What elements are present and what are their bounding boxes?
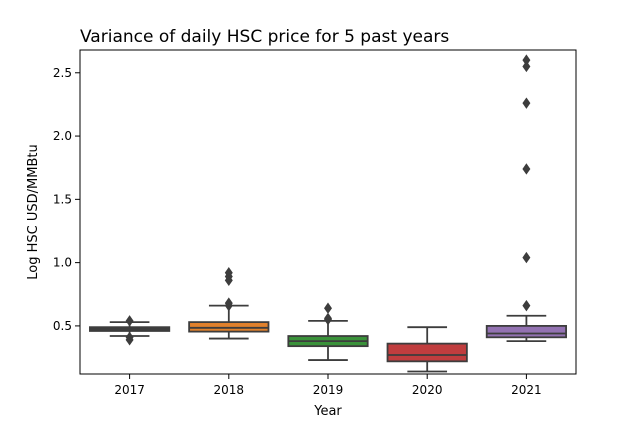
box-2017 — [89, 315, 171, 346]
y-tick-label: 1.5 — [53, 192, 72, 206]
outlier-point — [324, 302, 332, 314]
y-axis: 0.5 1.0 1.5 2.0 2.5 — [53, 66, 80, 333]
outlier-point — [224, 267, 233, 279]
x-tick-label: 2019 — [313, 383, 344, 397]
outlier-point — [522, 54, 531, 66]
x-tick-label: 2020 — [412, 383, 443, 397]
outlier-point — [522, 299, 531, 312]
outlier-point — [522, 163, 531, 175]
box-body — [188, 321, 270, 333]
x-tick-label: 2021 — [511, 383, 542, 397]
box-2021 — [485, 54, 567, 342]
outlier-point — [125, 315, 134, 327]
y-axis-label: Log HSC USD/MMBtu — [26, 144, 41, 279]
x-axis-label: Year — [313, 404, 342, 419]
outlier-point — [522, 60, 531, 73]
box-2018 — [188, 267, 270, 340]
outlier-point — [125, 331, 134, 343]
y-tick-label: 0.5 — [53, 319, 72, 333]
x-tick-label: 2017 — [114, 383, 145, 397]
box-body — [386, 342, 468, 363]
x-tick-label: 2018 — [214, 383, 245, 397]
outlier-point — [224, 297, 233, 309]
outlier-point — [522, 97, 531, 109]
box-2019 — [287, 302, 369, 361]
box-2020 — [386, 326, 468, 373]
plot-area — [89, 54, 567, 373]
x-axis: 2017 2018 2019 2020 2021 — [114, 374, 542, 397]
outlier-point — [324, 312, 332, 325]
chart-title: Variance of daily HSC price for 5 past y… — [80, 27, 449, 47]
y-tick-label: 2.0 — [53, 129, 72, 143]
y-tick-label: 1.0 — [53, 256, 72, 270]
box-body — [485, 325, 567, 339]
y-tick-label: 2.5 — [53, 66, 72, 80]
outlier-point — [522, 251, 531, 264]
